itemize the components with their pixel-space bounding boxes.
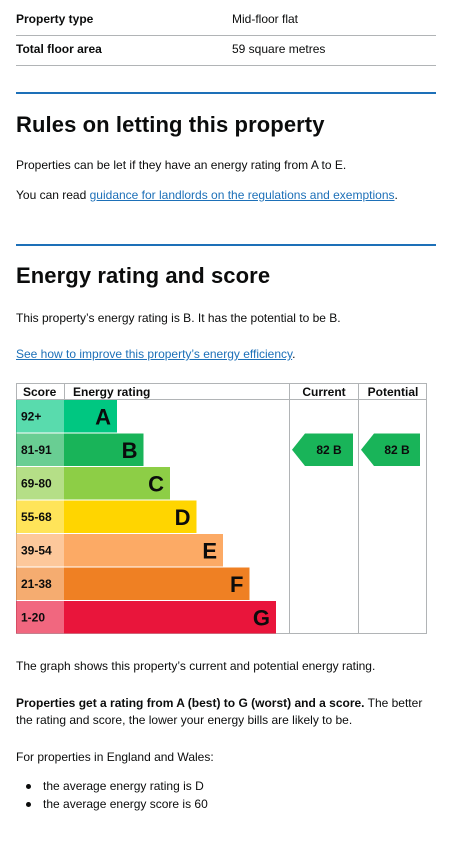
band-a: 92+ A <box>16 400 117 433</box>
header-potential: Potential <box>368 385 419 399</box>
header-score: Score <box>23 385 57 399</box>
average-list-text: the average energy score is 60 <box>43 797 208 811</box>
band-letter: A <box>95 404 111 429</box>
potential-rating-marker-label: 82 B <box>384 443 410 457</box>
rating-explanation-rest: The better the rating and score, the low… <box>16 696 423 727</box>
current-rating-marker-arrow <box>292 433 353 466</box>
band-bar <box>64 601 276 634</box>
summary-key-floor-area: Total floor area <box>16 42 102 56</box>
rating-explanation: Properties get a rating from A (best) to… <box>16 695 436 729</box>
band-letter: D <box>175 505 191 530</box>
summary-divider <box>16 65 436 66</box>
current-rating-marker: 82 B <box>292 433 353 466</box>
rules-guidance-prefix: You can read <box>16 188 90 202</box>
section-divider <box>16 244 436 246</box>
band-score-cell <box>16 433 64 466</box>
band-letter: C <box>148 471 164 496</box>
average-intro: For properties in England and Wales: <box>16 750 214 764</box>
rules-paragraph: Properties can be let if they have an en… <box>16 158 347 172</box>
improve-efficiency-link[interactable]: See how to improve this property’s energ… <box>16 347 293 361</box>
summary-value-floor-area: 59 square metres <box>232 42 326 56</box>
average-list-item: the average energy score is 60 <box>16 796 436 813</box>
band-score-range: 81-91 <box>21 443 52 457</box>
band-score-range: 55-68 <box>21 510 52 524</box>
band-score-cell <box>16 400 64 433</box>
band-f: 21-38 F <box>16 567 250 600</box>
section-divider <box>16 92 436 94</box>
potential-rating-marker: 82 B <box>361 433 420 466</box>
header-current: Current <box>302 385 345 399</box>
header-energy-rating: Energy rating <box>73 385 150 399</box>
band-score-range: 92+ <box>21 409 41 423</box>
rating-explanation-bold: Properties get a rating from A (best) to… <box>16 696 365 710</box>
band-score-cell <box>16 534 64 567</box>
average-list-item: the average energy rating is D <box>16 778 436 795</box>
band-score-cell <box>16 467 64 500</box>
band-score-range: 69-80 <box>21 476 52 490</box>
band-bar <box>64 433 144 466</box>
rules-guidance-suffix: . <box>394 188 398 202</box>
improve-paragraph: See how to improve this property’s energ… <box>16 346 295 363</box>
band-d: 55-68 D <box>16 500 197 533</box>
band-bar <box>64 567 250 600</box>
summary-value-property-type: Mid-floor flat <box>232 12 299 26</box>
energy-heading: Energy rating and score <box>16 263 271 288</box>
band-e: 39-54 E <box>16 534 223 567</box>
band-bar <box>64 400 117 433</box>
band-score-range: 39-54 <box>21 543 52 557</box>
band-score-cell <box>16 500 64 533</box>
guidance-link[interactable]: guidance for landlords on the regulation… <box>89 188 395 202</box>
energy-statement: This property’s energy rating is B. It h… <box>16 311 341 325</box>
band-bar <box>64 467 170 500</box>
band-score-range: 1-20 <box>21 610 45 624</box>
rules-heading: Rules on letting this property <box>16 112 325 137</box>
band-bar <box>64 534 223 567</box>
energy-rating-chart: Score Energy rating Current Potential 92… <box>16 383 427 634</box>
rules-guidance-paragraph: You can read guidance for landlords on t… <box>16 187 398 204</box>
rating-bands: 92+ A 81-91 B 69-80 C 55-68 D 39-54 E 21-38 F 1-20 G <box>16 400 276 634</box>
summary-divider <box>16 35 436 36</box>
bullet-icon <box>26 784 31 789</box>
band-score-cell <box>16 601 64 634</box>
bullet-icon <box>26 802 31 807</box>
band-b: 81-91 B <box>16 433 144 466</box>
rating-markers: 82 B 82 B <box>292 433 420 466</box>
band-score-cell <box>16 567 64 600</box>
improve-suffix: . <box>292 347 296 361</box>
band-letter: G <box>253 605 270 630</box>
band-c: 69-80 C <box>16 467 170 500</box>
band-score-range: 21-38 <box>21 577 52 591</box>
band-g: 1-20 G <box>16 601 276 634</box>
graph-explanation: The graph shows this property’s current … <box>16 659 376 673</box>
average-list: the average energy rating is D the averag… <box>16 778 436 814</box>
band-letter: E <box>202 538 217 563</box>
summary-key-property-type: Property type <box>16 12 94 26</box>
potential-rating-marker-arrow <box>361 433 420 466</box>
current-rating-marker-label: 82 B <box>316 443 342 457</box>
band-letter: B <box>122 438 138 463</box>
average-list-text: the average energy rating is D <box>43 779 204 793</box>
band-bar <box>64 500 197 533</box>
band-letter: F <box>230 572 243 597</box>
